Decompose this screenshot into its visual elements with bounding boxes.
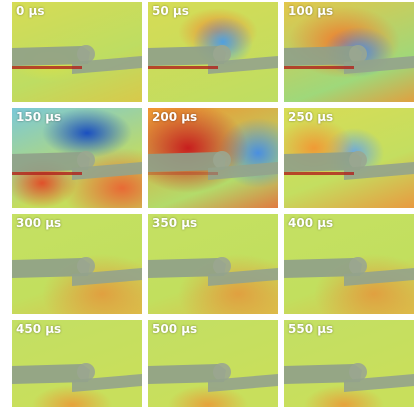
time-label: 450 μs xyxy=(16,322,61,336)
frame-panel: 150 μs xyxy=(12,108,142,208)
time-label: 300 μs xyxy=(16,216,61,230)
frame-panel: 400 μs xyxy=(284,214,414,314)
frame-panel: 450 μs xyxy=(12,320,142,407)
frame-panel: 550 μs xyxy=(284,320,414,407)
time-label: 550 μs xyxy=(288,322,333,336)
time-label: 150 μs xyxy=(16,110,61,124)
frame-panel: 500 μs xyxy=(148,320,278,407)
time-label: 350 μs xyxy=(152,216,197,230)
frame-panel: 300 μs xyxy=(12,214,142,314)
time-label: 100 μs xyxy=(288,4,333,18)
time-label: 500 μs xyxy=(152,322,197,336)
panel-grid: 0 μs 50 μs 100 μs 150 μs 200 μs 250 μs 300 μs 3… xyxy=(0,0,416,407)
frame-panel: 350 μs xyxy=(148,214,278,314)
frame-panel: 50 μs xyxy=(148,2,278,102)
time-label: 0 μs xyxy=(16,4,45,18)
time-label: 200 μs xyxy=(152,110,197,124)
time-label: 400 μs xyxy=(288,216,333,230)
frame-panel: 0 μs xyxy=(12,2,142,102)
time-label: 250 μs xyxy=(288,110,333,124)
frame-panel: 250 μs xyxy=(284,108,414,208)
frame-panel: 100 μs xyxy=(284,2,414,102)
frame-panel: 200 μs xyxy=(148,108,278,208)
time-label: 50 μs xyxy=(152,4,189,18)
